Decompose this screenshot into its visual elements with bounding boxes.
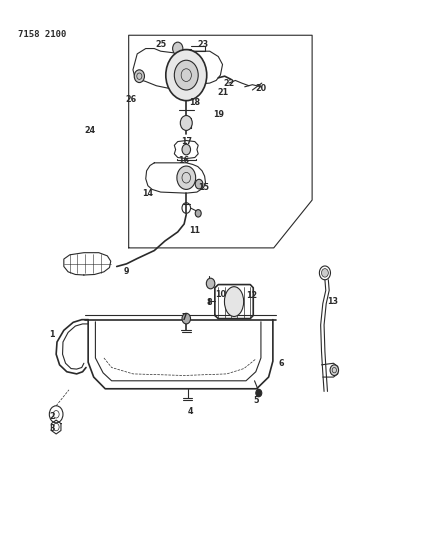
Text: 14: 14 <box>143 189 153 198</box>
Text: 10: 10 <box>215 289 226 298</box>
Text: 2: 2 <box>49 412 55 421</box>
Text: 12: 12 <box>246 291 257 300</box>
Text: 1: 1 <box>49 330 55 339</box>
Circle shape <box>172 42 183 55</box>
Circle shape <box>229 295 239 308</box>
Text: 13: 13 <box>327 296 338 305</box>
Text: 16: 16 <box>178 156 190 165</box>
Text: 25: 25 <box>155 40 166 49</box>
Text: 20: 20 <box>256 84 267 93</box>
Text: 3: 3 <box>49 424 55 433</box>
Circle shape <box>321 269 328 277</box>
Text: 9: 9 <box>124 268 129 276</box>
Text: 21: 21 <box>217 87 228 96</box>
Ellipse shape <box>224 287 244 317</box>
Text: 6: 6 <box>279 359 284 368</box>
Text: 11: 11 <box>189 226 200 235</box>
Circle shape <box>206 278 215 289</box>
Circle shape <box>330 365 339 375</box>
Circle shape <box>174 60 198 90</box>
Text: 7158 2100: 7158 2100 <box>18 30 66 39</box>
Circle shape <box>182 313 190 324</box>
Text: 8: 8 <box>206 298 212 307</box>
Circle shape <box>195 209 201 217</box>
Circle shape <box>195 179 203 189</box>
Text: 5: 5 <box>253 396 259 405</box>
Circle shape <box>134 70 145 83</box>
Text: 24: 24 <box>85 126 96 135</box>
Text: 17: 17 <box>181 137 192 146</box>
Text: 22: 22 <box>223 78 235 87</box>
Text: 19: 19 <box>213 110 224 119</box>
Circle shape <box>256 389 262 397</box>
Circle shape <box>180 116 192 131</box>
Text: 23: 23 <box>198 40 209 49</box>
Text: 7: 7 <box>181 313 187 322</box>
Text: 18: 18 <box>189 98 200 107</box>
Circle shape <box>177 166 196 189</box>
Text: 15: 15 <box>198 183 209 192</box>
Circle shape <box>166 50 207 101</box>
Text: 4: 4 <box>188 407 193 416</box>
Circle shape <box>182 144 190 155</box>
Text: 26: 26 <box>125 94 137 103</box>
